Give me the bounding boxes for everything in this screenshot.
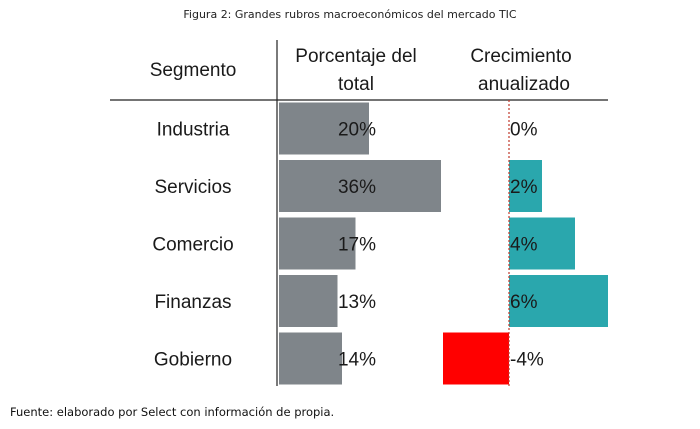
growth-value-label: 0%: [510, 120, 538, 141]
segment-header: Segmento: [150, 60, 237, 81]
figure-caption: Figura 2: Grandes rubros macroeconómicos…: [183, 8, 517, 21]
share-bars: [279, 102, 441, 385]
share-bar: [279, 275, 338, 327]
share-bar: [279, 160, 441, 212]
share-header-line2: total: [338, 74, 374, 95]
growth-header-line1: Crecimiento: [470, 46, 571, 67]
share-header-line1: Porcentaje del: [295, 46, 416, 67]
growth-bar: [509, 217, 575, 270]
growth-bar: [443, 332, 509, 385]
share-value-label: 17%: [338, 235, 376, 256]
share-value-label: 36%: [338, 177, 376, 198]
share-bar: [279, 217, 356, 270]
segment-label: Comercio: [152, 235, 233, 256]
growth-header-line2: anualizado: [478, 74, 570, 95]
growth-value-label: 2%: [510, 177, 538, 198]
growth-value-label: 4%: [510, 235, 538, 256]
growth-bar: [509, 160, 542, 212]
segment-chart: Segmento Porcentaje del total Crecimient…: [110, 40, 608, 386]
value-labels: Industria 20% 0% Servicios 36% 2% Comercio 17% 4…: [152, 120, 544, 371]
share-bar: [279, 102, 369, 155]
growth-value-label: 6%: [510, 292, 538, 313]
segment-label: Servicios: [154, 177, 231, 198]
share-value-label: 20%: [338, 120, 376, 141]
segment-label: Industria: [157, 120, 230, 141]
share-value-label: 13%: [338, 292, 376, 313]
growth-bar: [509, 275, 608, 327]
segment-label: Finanzas: [154, 292, 231, 313]
segment-label: Gobierno: [154, 350, 232, 371]
growth-bars: [443, 160, 608, 385]
source-note: Fuente: elaborado por Select con informa…: [10, 405, 335, 419]
growth-value-label: -4%: [510, 350, 544, 371]
share-value-label: 14%: [338, 350, 376, 371]
share-bar: [279, 332, 342, 385]
